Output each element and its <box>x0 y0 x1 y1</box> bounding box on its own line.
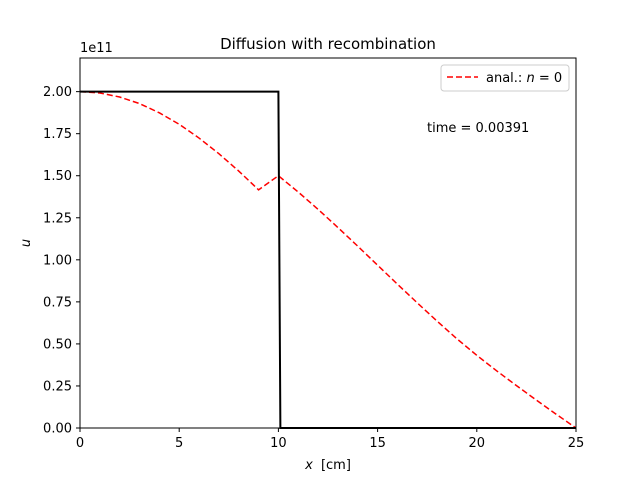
x-tick-label: 5 <box>175 436 183 451</box>
legend-label-var: n <box>526 71 534 86</box>
y-tick-label: 0.00 <box>43 422 72 437</box>
legend-label-suffix: = 0 <box>539 71 562 86</box>
y-tick-label: 0.75 <box>43 295 72 310</box>
y-tick-label: 0.25 <box>43 379 72 394</box>
series-line-0 <box>79 90 577 429</box>
plot-frame <box>79 57 577 429</box>
x-tick-label: 0 <box>76 436 84 451</box>
y-tick-label: 2.00 <box>43 85 72 100</box>
x-tick-label: 10 <box>270 436 287 451</box>
series-line-1 <box>80 90 576 429</box>
time-annotation: time = 0.00391 <box>427 121 529 136</box>
y-tick-label: 1.50 <box>43 169 72 184</box>
y-axis-offset-text: 1e11 <box>80 41 113 56</box>
y-tick-label: 1.00 <box>43 253 72 268</box>
y-tick-label: 0.50 <box>43 337 72 352</box>
y-axis: 0.00 0.25 0.50 0.75 1.00 1.25 1.50 1.75 2.00 <box>43 85 80 437</box>
series-layer <box>79 90 577 429</box>
x-tick-label: 25 <box>568 436 585 451</box>
y-tick-label: 1.25 <box>43 211 72 226</box>
y-tick-label: 1.75 <box>43 127 72 142</box>
legend-box <box>440 64 570 92</box>
x-tick-label: 20 <box>469 436 486 451</box>
legend-label-anal: anal.: n = 0 <box>486 71 562 86</box>
x-axis: 0 5 10 15 20 25 <box>76 428 584 451</box>
legend: anal.: n = 0 <box>440 64 570 92</box>
x-axis-label: x [cm] <box>304 458 351 473</box>
chart-title: Diffusion with recombination <box>220 35 436 53</box>
y-axis-label: u <box>19 239 34 247</box>
x-tick-label: 15 <box>369 436 386 451</box>
x-axis-label-var: x <box>304 458 313 473</box>
legend-label-prefix: anal.: <box>486 71 526 86</box>
x-axis-label-unit: [cm] <box>321 458 351 473</box>
